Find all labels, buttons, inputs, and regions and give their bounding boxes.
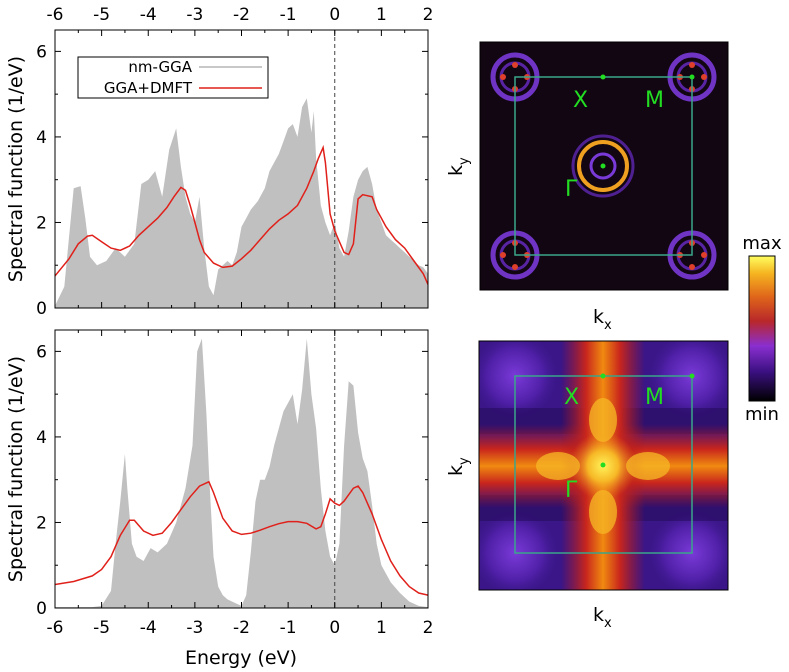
y-tick-label: 2 — [36, 213, 47, 233]
x-tick-label: -5 — [93, 5, 110, 25]
top-y-axis-label: Spectral function (1/eV) — [5, 56, 27, 282]
x-tick-label: -1 — [280, 5, 297, 25]
top-fermi-surface: X M Γ kx ky — [445, 41, 729, 333]
bottom-y-axis-label: Spectral function (1/eV) — [5, 356, 27, 582]
top-gamma-label: Γ — [565, 177, 578, 202]
colorbar-min-label: min — [745, 404, 779, 425]
colorbar-gradient — [748, 255, 776, 402]
x-tick-label: 2 — [423, 5, 434, 25]
bottom-x-label: X — [564, 385, 579, 410]
legend-box — [77, 56, 269, 99]
bz-corner-shade — [479, 507, 561, 590]
top-ky-label: ky — [445, 157, 472, 176]
top-x-point — [600, 74, 606, 80]
bottom-spectral-panel: -6 -5 -4 -3 -2 -1 0 1 2 0 2 4 6 Spectral function (1… — [5, 329, 433, 669]
bz-center-lobe — [536, 452, 580, 480]
bottom-m-label: M — [645, 385, 664, 410]
bottom-heatmap-frame — [478, 340, 729, 591]
bottom-gamma-point — [600, 462, 606, 468]
top-kx-label: kx — [593, 306, 612, 333]
x-tick-label: -4 — [140, 5, 157, 25]
bottom-kx-label: kx — [593, 604, 612, 631]
bz-corner-shade — [479, 341, 561, 422]
top-gamma-point — [600, 163, 606, 169]
bz-center-lobe — [589, 490, 617, 534]
y-tick-label: 0 — [36, 299, 47, 319]
y-tick-label: 4 — [36, 128, 47, 148]
top-heatmap-frame — [479, 41, 729, 291]
x-tick-label: -6 — [47, 618, 64, 638]
x-tick-label: -3 — [186, 5, 203, 25]
colorbar: max min — [742, 233, 782, 425]
x-tick-label: -4 — [140, 618, 157, 638]
bottom-ky-label: ky — [445, 457, 472, 476]
bz-corner-shade — [646, 341, 728, 422]
bz-center-lobe — [626, 452, 670, 480]
y-tick-label: 0 — [36, 599, 47, 619]
bottom-gamma-label: Γ — [565, 478, 578, 503]
y-tick-label: 2 — [36, 513, 47, 533]
x-tick-label: -2 — [233, 5, 250, 25]
legend-label-gga-dmft: GGA+DMFT — [104, 79, 193, 97]
nm-gga-area-bottom — [55, 338, 428, 608]
x-tick-label: 1 — [376, 618, 387, 638]
x-tick-label: -3 — [186, 618, 203, 638]
x-tick-label: 0 — [329, 618, 340, 638]
top-spectral-panel: -6 -5 -4 -3 -2 -1 0 1 2 0 2 4 6 nm-GGA GGA+DMFT Spec… — [5, 5, 433, 319]
x-tick-label: 1 — [376, 5, 387, 25]
x-tick-label: -6 — [47, 5, 64, 25]
top-m-point — [689, 74, 695, 80]
bottom-fermi-surface: X M Γ kx ky — [445, 340, 729, 631]
y-tick-label: 6 — [36, 42, 47, 62]
legend-label-nm-gga: nm-GGA — [128, 58, 192, 76]
bottom-x-point — [600, 373, 606, 379]
bz-corner-shade — [646, 507, 728, 590]
x-tick-label: -2 — [233, 618, 250, 638]
y-tick-label: 4 — [36, 428, 47, 448]
x-tick-label: -1 — [280, 618, 297, 638]
top-axis-ticks: -6 -5 -4 -3 -2 -1 0 1 2 0 2 4 6 — [36, 5, 433, 319]
bottom-axis-ticks: -6 -5 -4 -3 -2 -1 0 1 2 0 2 4 6 — [36, 330, 433, 638]
gga-dmft-line-bottom — [55, 480, 428, 596]
x-axis-label: Energy (eV) — [185, 647, 297, 669]
top-x-label: X — [573, 88, 588, 113]
legend: nm-GGA GGA+DMFT — [77, 56, 269, 99]
gga-dmft-line-top — [55, 144, 428, 285]
bottom-m-point — [689, 373, 695, 379]
y-tick-label: 6 — [36, 342, 47, 362]
colorbar-max-label: max — [742, 233, 782, 254]
nm-gga-area-top — [55, 98, 428, 308]
x-tick-label: -5 — [93, 618, 110, 638]
bz-center-lobe — [589, 398, 617, 442]
top-m-label: M — [645, 88, 664, 113]
x-tick-label: 0 — [329, 5, 340, 25]
gamma-pocket — [571, 134, 635, 198]
x-tick-label: 2 — [423, 618, 434, 638]
